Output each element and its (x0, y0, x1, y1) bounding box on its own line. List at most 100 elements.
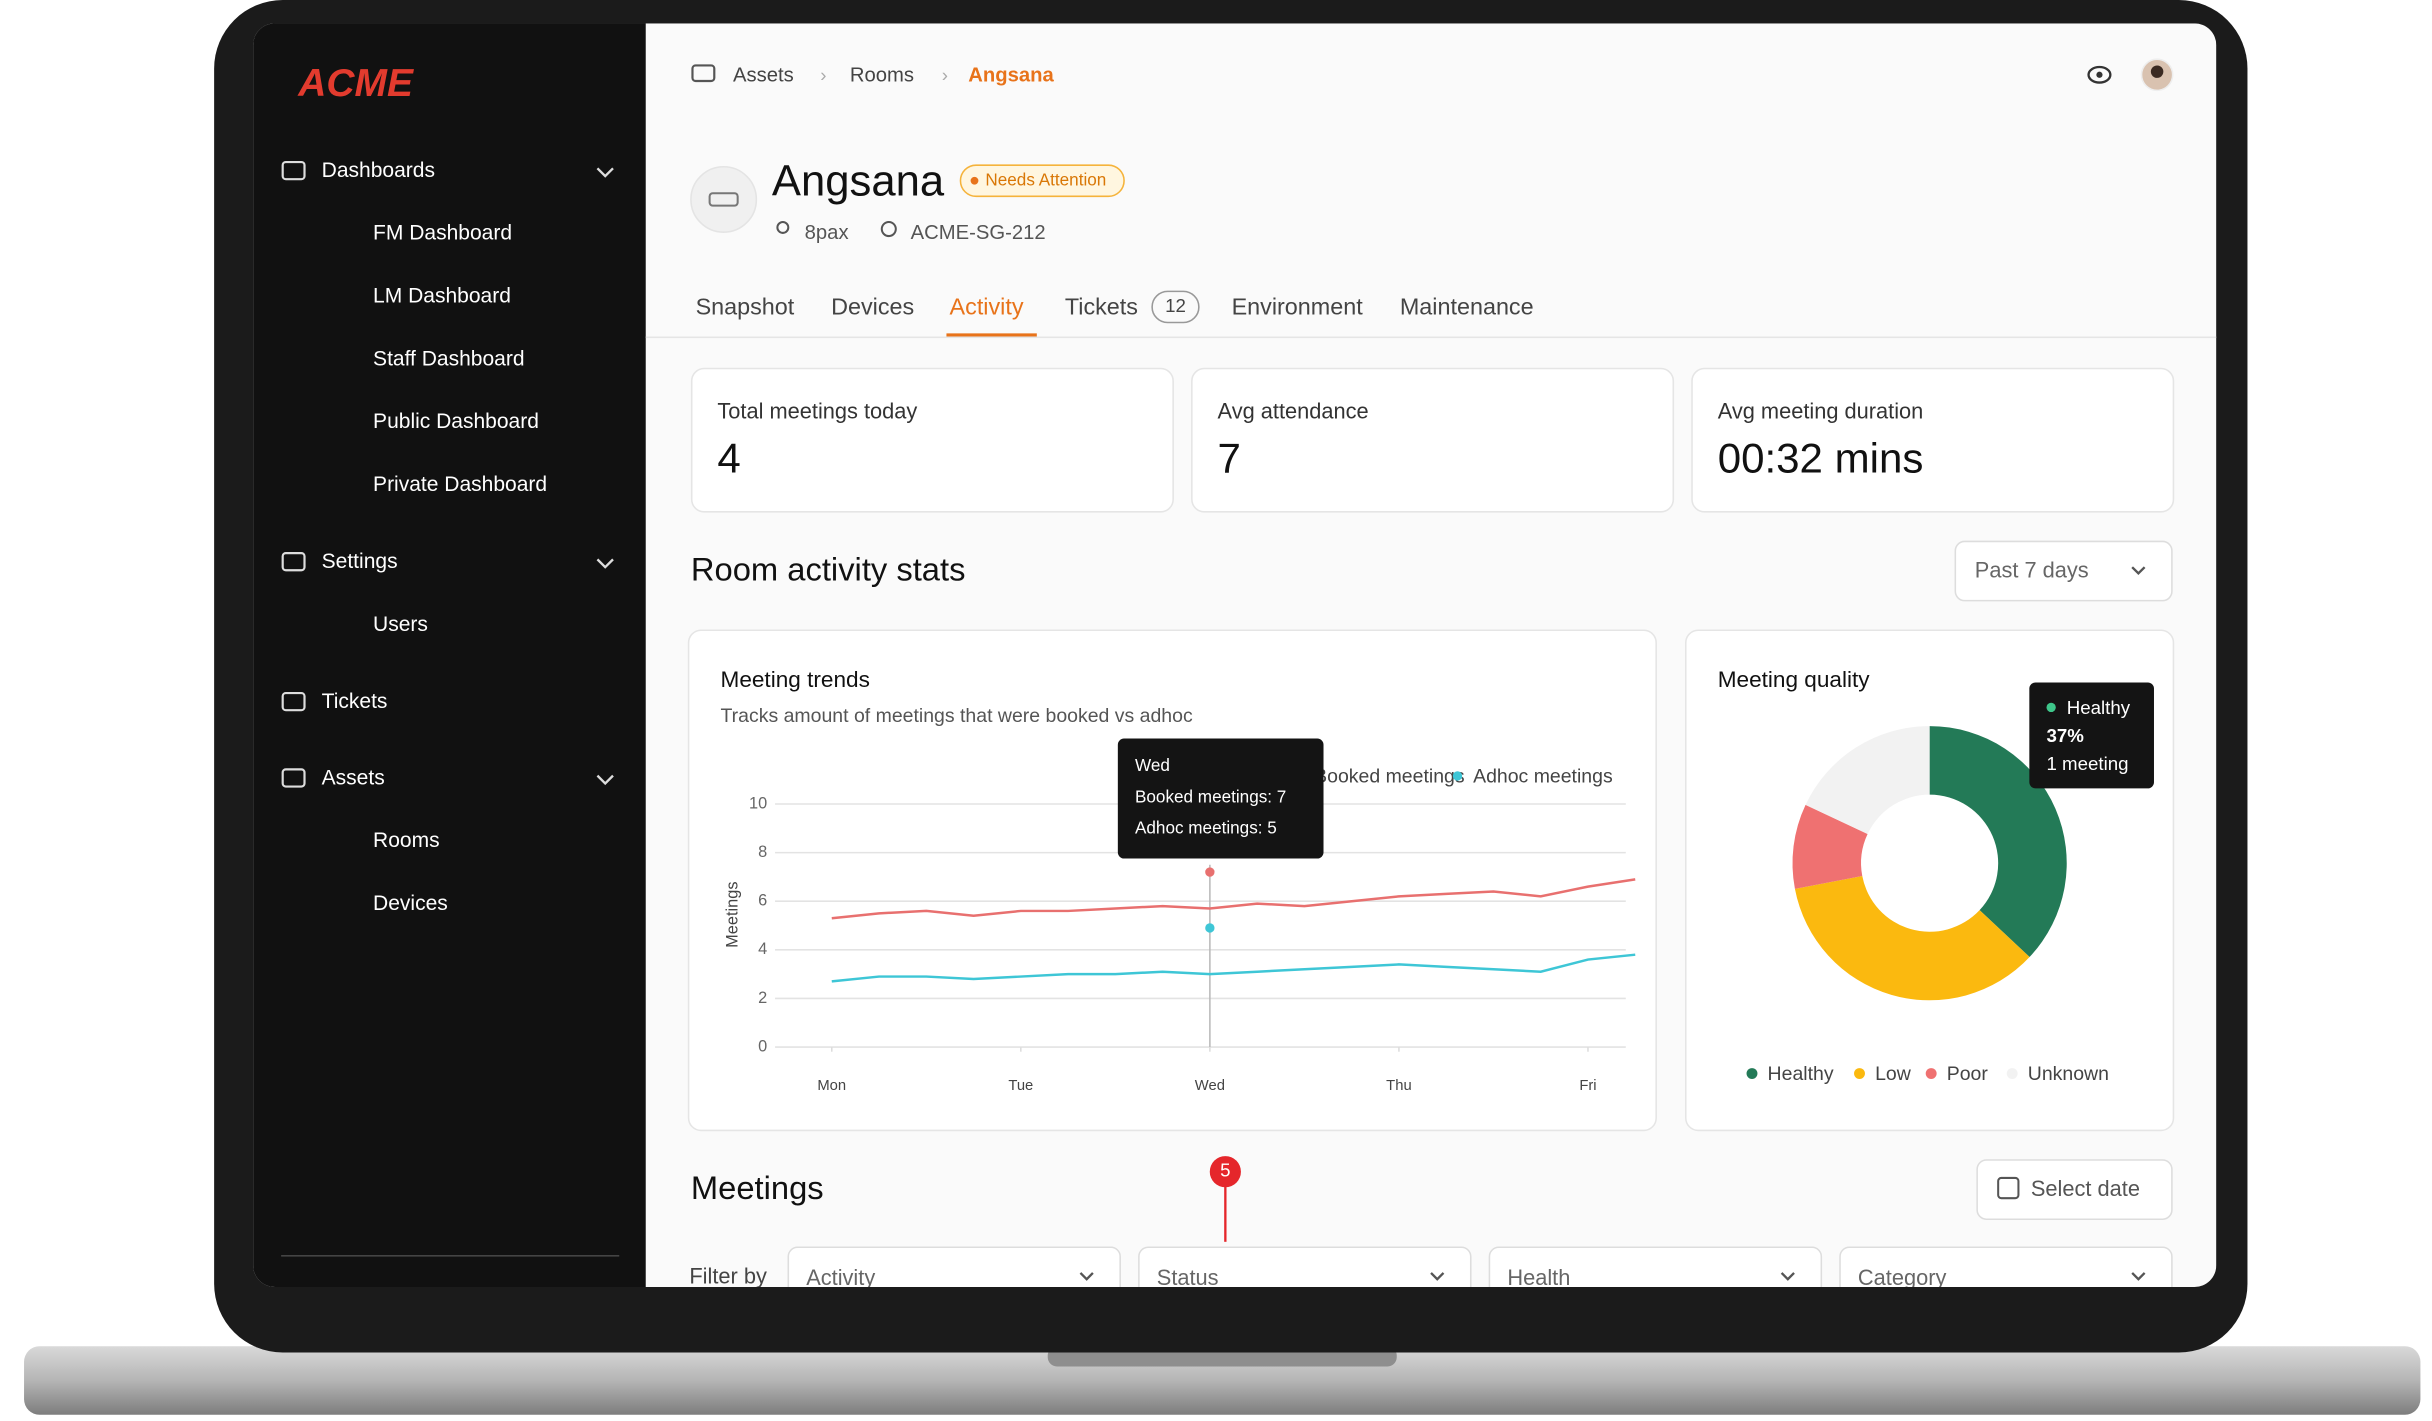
x-tick-label: Thu (1386, 1078, 1412, 1094)
room-icon-table (708, 192, 739, 207)
badge-text: 5 (1220, 1160, 1230, 1181)
hover-point (1205, 867, 1215, 877)
filter-text: Activity (806, 1265, 875, 1290)
filter-text: Status (1157, 1265, 1219, 1290)
tab[interactable]: Snapshot (696, 294, 795, 320)
filter-dropdown[interactable] (787, 1246, 1121, 1309)
breadcrumb-current: Angsana (968, 65, 1054, 87)
kpi-card (690, 367, 1174, 513)
filter-dropdown[interactable] (1488, 1246, 1823, 1309)
chevron (1430, 1272, 1445, 1281)
tab[interactable]: Activity (950, 294, 1024, 320)
period-text: Past 7 days (1975, 558, 2089, 583)
tooltip-title: Healthy (2067, 697, 2131, 718)
nav-icon (281, 768, 306, 788)
status-dot (970, 176, 979, 185)
y-tick-label: 4 (758, 940, 767, 958)
sidebar (253, 23, 646, 1288)
donut-slice (1792, 804, 1868, 889)
nav-subitem[interactable]: Rooms (373, 829, 440, 852)
tooltip-note: 1 meeting (2046, 753, 2128, 774)
legend-dot (2006, 1068, 2018, 1079)
legend-dot (1854, 1068, 1865, 1079)
filter-text: Health (1507, 1265, 1570, 1290)
tickets-count: 12 (1165, 295, 1186, 316)
y-axis-label: Meetings (723, 881, 741, 947)
x-tick-label: Mon (817, 1078, 846, 1094)
status-text: Needs Attention (985, 169, 1106, 189)
nav-subitem[interactable]: Devices (373, 892, 448, 915)
logo: ACME (297, 62, 414, 105)
breadcrumb[interactable]: Rooms (850, 65, 914, 87)
legend-dot (1925, 1068, 1937, 1079)
status-badge (959, 164, 1125, 198)
nav-chevron[interactable] (596, 558, 614, 569)
tooltip-line: Adhoc meetings: 5 (1135, 817, 1277, 837)
nav-subitem[interactable]: Staff Dashboard (373, 347, 525, 370)
tab[interactable]: Tickets (1065, 294, 1138, 320)
chevron (2131, 1272, 2146, 1281)
nav-subitem[interactable]: FM Dashboard (373, 222, 512, 245)
chevron (1780, 1272, 1795, 1281)
avatar-head (2150, 65, 2164, 78)
series-line (831, 878, 1636, 920)
eye-icon[interactable] (2087, 65, 2112, 84)
kpi-value: 00:32 mins (1718, 434, 1924, 481)
nav-item[interactable]: Tickets (322, 690, 388, 713)
kpi-label: Total meetings today (717, 399, 917, 424)
breadcrumb-sep: › (820, 64, 826, 85)
nav-icon (281, 691, 306, 712)
filter-label: Filter by (689, 1263, 767, 1288)
tab[interactable]: Environment (1232, 294, 1364, 320)
tab[interactable]: Maintenance (1400, 294, 1534, 320)
nav-chevron[interactable] (596, 774, 614, 786)
donut-slice (1794, 876, 2030, 1001)
date-button[interactable] (1976, 1159, 2173, 1221)
calendar-icon (1997, 1176, 2020, 1200)
nav-subitem[interactable]: Private Dashboard (373, 473, 547, 496)
capacity: 8pax (805, 222, 849, 244)
nav-subitem[interactable]: LM Dashboard (373, 285, 511, 308)
chart-title: Meeting trends (721, 667, 870, 692)
kpi-value: 4 (717, 434, 740, 481)
y-tick-label: 0 (758, 1037, 767, 1055)
breadcrumb[interactable]: Assets (733, 65, 794, 87)
chevron (1079, 1272, 1094, 1281)
tooltip-dot (2046, 702, 2056, 713)
nav-item[interactable]: Assets (322, 766, 385, 789)
nav-chevron[interactable] (596, 167, 614, 178)
tab[interactable]: Devices (831, 294, 914, 320)
chart-title: Meeting quality (1718, 667, 1871, 692)
room-name: Angsana (772, 157, 945, 205)
legend-label: Adhoc meetings (1473, 766, 1613, 788)
kpi-card (1191, 367, 1675, 513)
tooltip-line: Booked meetings: 7 (1135, 786, 1286, 806)
tooltip (2029, 682, 2154, 789)
kpi-card (1691, 367, 2175, 513)
y-tick-label: 6 (758, 892, 767, 910)
chart-subtitle: Tracks amount of meetings that were book… (721, 705, 1193, 727)
series-line (831, 953, 1636, 983)
y-tick-label: 8 (758, 843, 767, 861)
filter-dropdown[interactable] (1138, 1246, 1472, 1309)
donut-slice (1805, 726, 1930, 835)
assets-icon (691, 64, 716, 83)
kpi-value: 7 (1218, 434, 1241, 481)
period-dropdown[interactable] (1954, 540, 2173, 602)
x-tick-label: Wed (1195, 1078, 1225, 1094)
nav-item[interactable]: Settings (322, 550, 398, 573)
breadcrumb-sep: › (942, 64, 948, 85)
filter-dropdown[interactable] (1839, 1246, 2173, 1309)
nav-subitem[interactable]: Users (373, 613, 428, 636)
kpi-label: Avg attendance (1218, 399, 1369, 424)
legend-label: Booked meetings (1314, 766, 1465, 788)
nav-subitem[interactable]: Public Dashboard (373, 410, 539, 433)
nav-item[interactable]: Dashboards (322, 159, 435, 182)
room-code: ACME-SG-212 (911, 222, 1046, 244)
notification-badge (1209, 1156, 1241, 1188)
y-tick-label: 2 (758, 989, 767, 1007)
laptop-base (24, 1346, 2421, 1415)
legend-label: Low (1875, 1063, 1912, 1085)
room-icon (690, 165, 758, 233)
section-title: Room activity stats (691, 550, 966, 587)
